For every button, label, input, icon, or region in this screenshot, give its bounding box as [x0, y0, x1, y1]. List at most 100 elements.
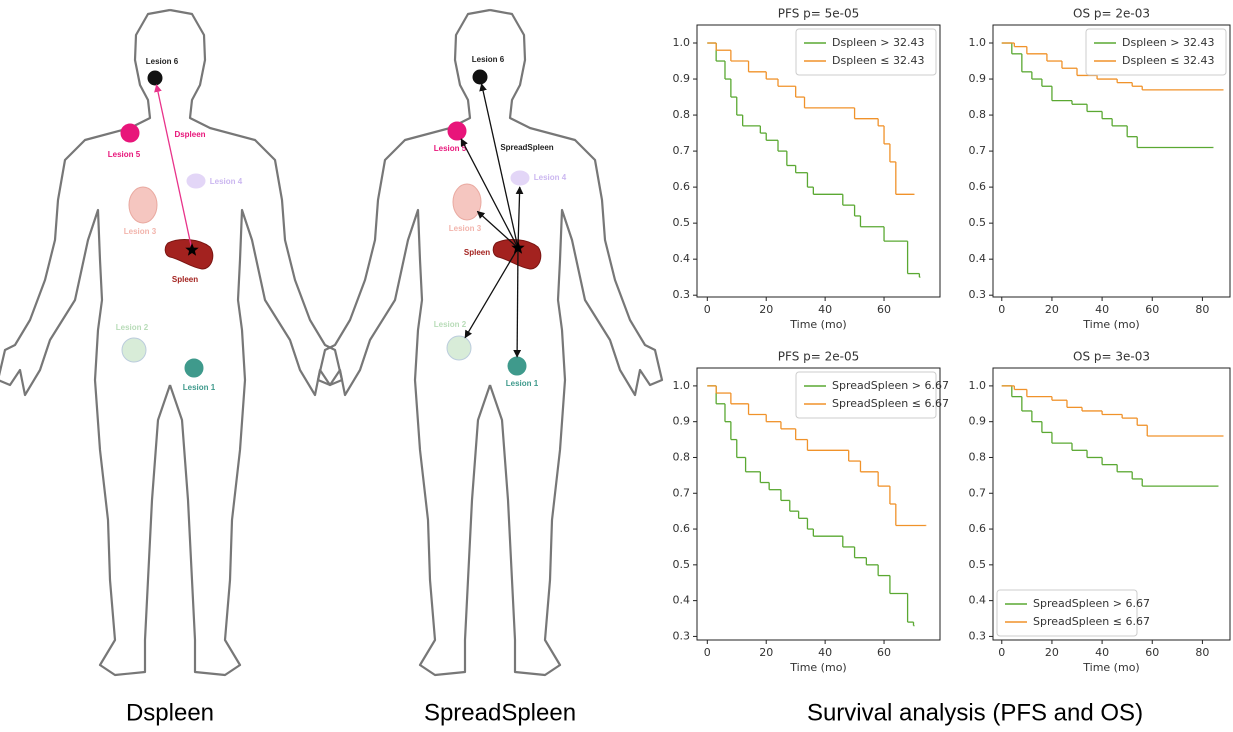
chart-title: PFS p= 2e-05: [778, 350, 859, 364]
legend-box: [795, 28, 937, 76]
y-tick-label: 0.5: [673, 558, 691, 571]
arrow: [154, 84, 193, 251]
lesion-label: Lesion 1: [183, 383, 216, 392]
legend-label: Dspleen ≤ 32.43: [832, 54, 924, 67]
legend-box: [996, 589, 1138, 637]
caption: Dspleen: [126, 699, 214, 726]
x-axis-label: Time (mo): [1082, 318, 1139, 331]
y-tick-label: 0.4: [969, 594, 987, 607]
legend-label: Dspleen ≤ 32.43: [1122, 54, 1214, 67]
lesion-label: Lesion 1: [506, 379, 539, 388]
y-tick-label: 0.8: [673, 108, 691, 121]
arrow: [476, 210, 519, 249]
x-tick-label: 60: [877, 303, 891, 316]
caption: SpreadSpleen: [424, 699, 576, 726]
lesion: [507, 356, 527, 376]
chart-title: OS p= 2e-03: [1073, 7, 1150, 21]
y-tick-label: 0.8: [673, 450, 691, 463]
legend-label: SpreadSpleen ≤ 6.67: [832, 397, 949, 410]
x-tick-label: 20: [759, 303, 773, 316]
lesion: [184, 358, 204, 378]
x-tick-label: 40: [1095, 303, 1109, 316]
arrow: [513, 247, 522, 358]
x-tick-label: 60: [1145, 646, 1159, 659]
y-tick-label: 0.7: [969, 144, 987, 157]
lesion: [472, 69, 488, 85]
chart-title: PFS p= 5e-05: [778, 7, 859, 21]
lesion-label: Lesion 2: [116, 323, 149, 332]
lesion: [121, 337, 147, 363]
y-tick-label: 0.8: [969, 450, 987, 463]
y-tick-label: 0.8: [969, 108, 987, 121]
y-tick-label: 0.3: [673, 288, 691, 301]
lesion-label: Lesion 5: [108, 150, 141, 159]
spleen: [492, 239, 542, 270]
y-tick-label: 0.3: [673, 629, 691, 642]
y-tick-label: 0.9: [969, 415, 987, 428]
star: [185, 243, 199, 256]
x-tick-label: 0: [998, 646, 1005, 659]
x-axis-label: Time (mo): [789, 318, 846, 331]
y-tick-label: 0.4: [969, 252, 987, 265]
diagrams: Lesion 1 Lesion 2 Lesion 3 Lesion 4 Lesion 5…: [108, 55, 567, 392]
y-tick-label: 0.5: [673, 216, 691, 229]
body-outline: [318, 10, 662, 675]
arrow: [515, 186, 524, 249]
x-axis-label: Time (mo): [1082, 661, 1139, 674]
x-tick-label: 40: [818, 646, 832, 659]
lesion-label: Lesion 3: [449, 224, 482, 233]
organ-label: Spleen: [464, 248, 490, 257]
x-tick-label: 60: [877, 646, 891, 659]
y-tick-label: 0.9: [673, 72, 691, 85]
y-tick-label: 0.3: [969, 288, 987, 301]
y-tick-label: 1.0: [673, 379, 691, 392]
metric-label: Dspleen: [174, 130, 205, 139]
lesion-label: Lesion 4: [210, 177, 243, 186]
x-axis-label: Time (mo): [789, 661, 846, 674]
x-tick-label: 0: [704, 303, 711, 316]
x-tick-label: 20: [1045, 646, 1059, 659]
star: [511, 241, 525, 254]
x-tick-label: 80: [1195, 646, 1209, 659]
y-tick-label: 0.6: [673, 180, 691, 193]
y-tick-label: 0.5: [969, 558, 987, 571]
x-tick-label: 0: [704, 646, 711, 659]
x-tick-label: 40: [818, 303, 832, 316]
y-tick-label: 0.7: [673, 144, 691, 157]
legend-label: Dspleen > 32.43: [832, 36, 924, 49]
lesion: [147, 70, 163, 86]
y-tick-label: 1.0: [969, 379, 987, 392]
arrow: [464, 247, 519, 339]
y-tick-label: 0.4: [673, 594, 691, 607]
organ-label: Spleen: [172, 275, 198, 284]
lesion-label: Lesion 4: [534, 173, 567, 182]
legend-box: [1085, 28, 1227, 76]
y-tick-label: 0.9: [969, 72, 987, 85]
caption: Survival analysis (PFS and OS): [807, 699, 1143, 726]
lesion: [120, 123, 140, 143]
y-tick-label: 1.0: [673, 36, 691, 49]
lesion: [510, 170, 530, 186]
lesion: [447, 121, 467, 141]
lesion: [128, 186, 158, 224]
legend-box: [795, 371, 937, 419]
lesion-label: Lesion 2: [434, 320, 467, 329]
legend-label: SpreadSpleen ≤ 6.67: [1033, 615, 1150, 628]
lesion: [446, 335, 472, 361]
y-tick-label: 0.6: [673, 522, 691, 535]
charts: PFS p= 5e-05 Time (mo) 0.3 0.4 0.5 0.6 0.7 0.8 0…: [673, 7, 1231, 674]
x-tick-label: 40: [1095, 646, 1109, 659]
arrow: [479, 83, 519, 249]
chart-title: OS p= 3e-03: [1073, 350, 1150, 364]
x-tick-label: 80: [1195, 303, 1209, 316]
body-outline: [0, 10, 342, 675]
lesion: [186, 173, 206, 189]
y-tick-label: 1.0: [969, 36, 987, 49]
y-tick-label: 0.4: [673, 252, 691, 265]
x-tick-label: 20: [759, 646, 773, 659]
x-tick-label: 60: [1145, 303, 1159, 316]
legend-label: SpreadSpleen > 6.67: [1033, 597, 1150, 610]
lesion: [452, 183, 482, 221]
lesion-label: Lesion 6: [472, 55, 505, 64]
